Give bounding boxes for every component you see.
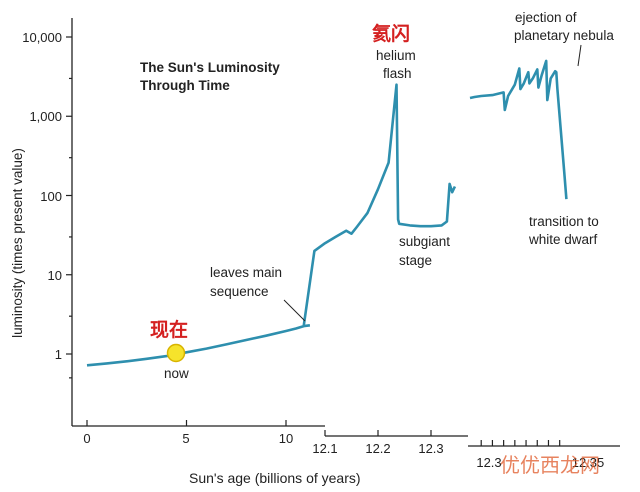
x-tick-label: 0 bbox=[83, 431, 90, 446]
helium-flash-label-cn: 氦闪 bbox=[372, 22, 410, 45]
axes bbox=[71, 18, 620, 447]
y-tick-label: 10 bbox=[48, 268, 62, 283]
ticks bbox=[66, 36, 561, 446]
watermark: 优优西龙网 bbox=[500, 453, 600, 477]
x-tick-label: 5 bbox=[182, 431, 189, 446]
x-tick-label: 10 bbox=[279, 431, 293, 446]
annotation-ejection-line1: ejection of bbox=[515, 10, 577, 25]
chart-title-line1: The Sun's Luminosity bbox=[140, 60, 280, 75]
annotation-leaves-main-sequence-line2: sequence bbox=[210, 284, 269, 299]
series-line-zoom1 bbox=[302, 83, 457, 326]
x-tick-label: 12.2 bbox=[365, 441, 390, 456]
now-marker bbox=[166, 343, 186, 363]
chart-title-line2: Through Time bbox=[140, 78, 230, 93]
x-tick-label: 12.3 bbox=[418, 441, 443, 456]
annotation-subgiant-line2: stage bbox=[399, 253, 432, 268]
y-tick-label: 1,000 bbox=[29, 109, 62, 124]
x-axis-label: Sun's age (billions of years) bbox=[189, 470, 361, 486]
annotation-helium-flash-line1: helium bbox=[376, 48, 416, 63]
annotation-ejection-line2: planetary nebula bbox=[514, 28, 614, 43]
annotation-white-dwarf-line2: white dwarf bbox=[528, 232, 598, 247]
annotation-helium-flash-line2: flash bbox=[383, 66, 412, 81]
x-tick-label: 12.1 bbox=[312, 441, 337, 456]
annotation-subgiant-line1: subgiant bbox=[399, 234, 450, 249]
annotation-white-dwarf-line1: transition to bbox=[529, 214, 599, 229]
x-tick-label: 12.3 bbox=[476, 455, 501, 470]
annotation-leaves-main-sequence-line1: leaves main bbox=[210, 265, 282, 280]
y-axis-label: luminosity (times present value) bbox=[10, 148, 25, 338]
series-line-zoom2 bbox=[469, 59, 568, 200]
now-label-cn: 现在 bbox=[150, 318, 188, 341]
y-tick-label: 1 bbox=[55, 347, 62, 362]
now-label: now bbox=[164, 366, 189, 381]
annotation-leader-line bbox=[283, 299, 306, 322]
annotation-leader-line bbox=[577, 44, 582, 67]
x-tick-label: 12.35 bbox=[572, 455, 605, 470]
y-tick-label: 10,000 bbox=[22, 30, 62, 45]
series-line-main bbox=[86, 324, 311, 367]
y-tick-label: 100 bbox=[40, 189, 62, 204]
